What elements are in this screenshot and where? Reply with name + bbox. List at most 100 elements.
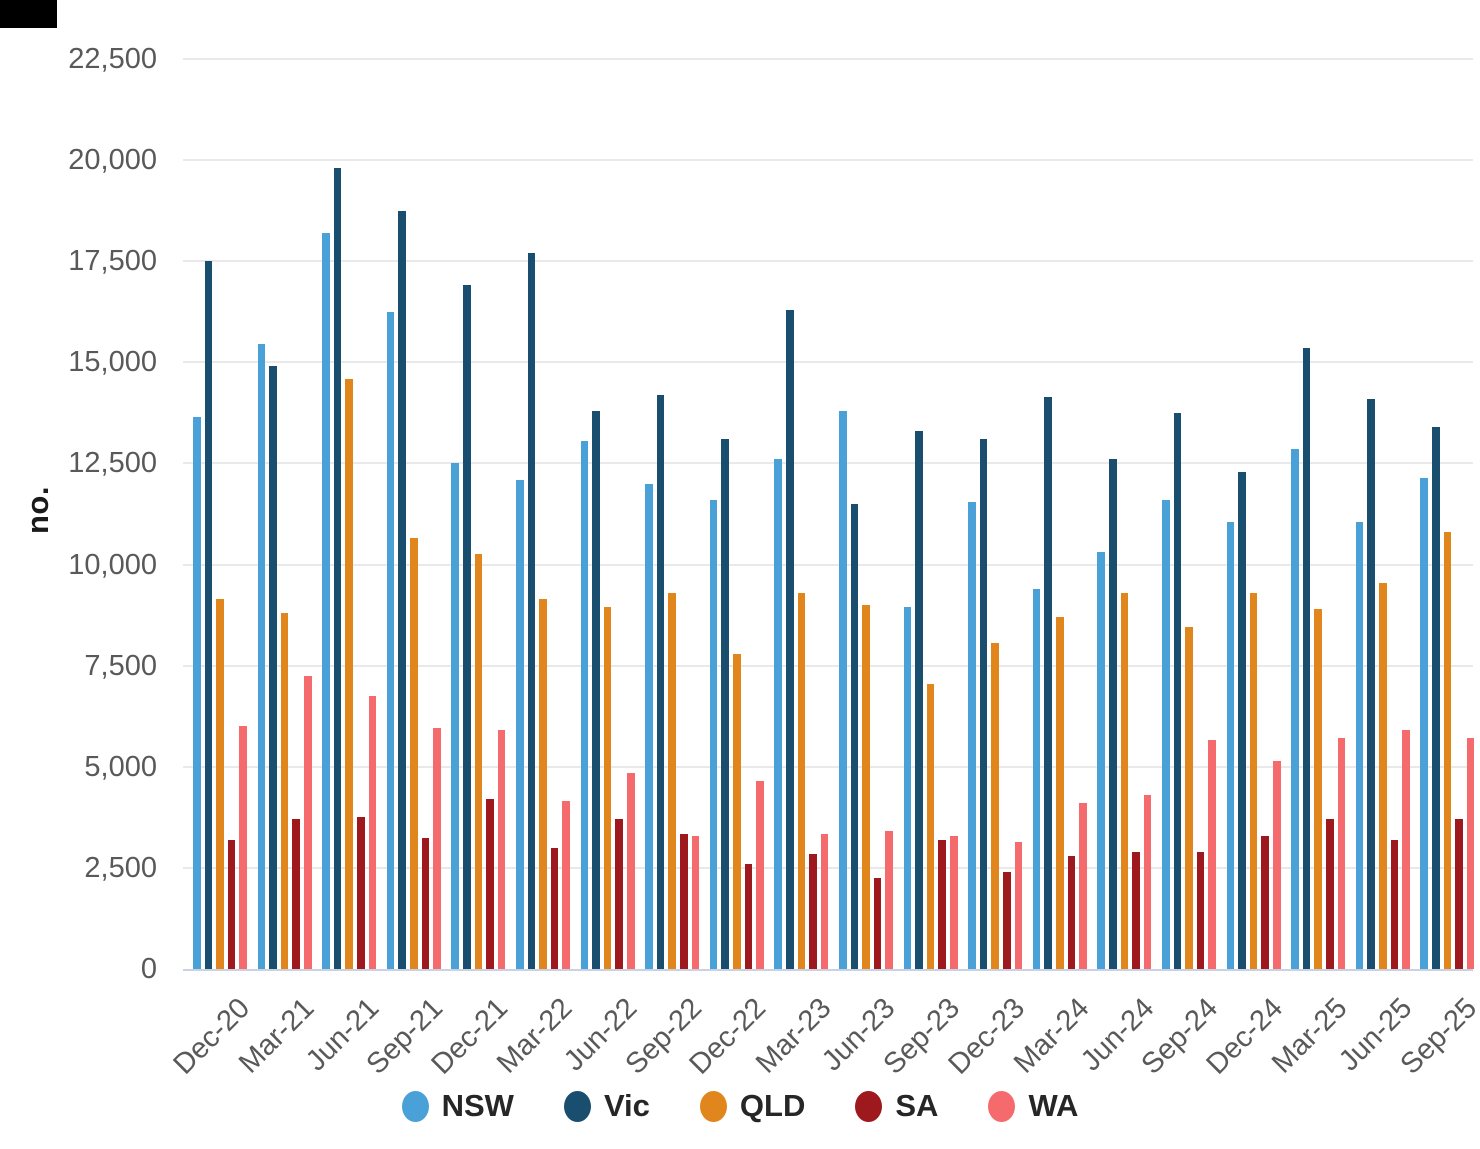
bar-vic-sep-21[interactable] bbox=[398, 210, 406, 969]
bar-sa-jun-24[interactable] bbox=[1132, 851, 1140, 969]
bar-vic-jun-24[interactable] bbox=[1109, 459, 1117, 969]
bar-sa-mar-24[interactable] bbox=[1067, 855, 1076, 969]
bar-nsw-dec-23[interactable] bbox=[968, 501, 976, 969]
bar-wa-dec-20[interactable] bbox=[239, 726, 247, 969]
bar-sa-dec-21[interactable] bbox=[486, 799, 494, 969]
bar-qld-sep-22[interactable] bbox=[668, 592, 676, 969]
bar-sa-mar-21[interactable] bbox=[292, 819, 300, 969]
bar-sa-dec-20[interactable] bbox=[227, 839, 236, 969]
bar-vic-sep-25[interactable] bbox=[1432, 427, 1440, 969]
bar-wa-mar-25[interactable] bbox=[1337, 738, 1346, 969]
bar-sa-sep-21[interactable] bbox=[421, 837, 430, 969]
bar-wa-dec-24[interactable] bbox=[1273, 760, 1281, 969]
bar-nsw-jun-25[interactable] bbox=[1355, 522, 1364, 969]
bar-vic-mar-22[interactable] bbox=[527, 253, 536, 969]
bar-vic-jun-23[interactable] bbox=[850, 503, 859, 969]
bar-vic-sep-23[interactable] bbox=[915, 431, 923, 969]
legend-item-nsw[interactable]: NSW bbox=[401, 1088, 514, 1124]
bar-vic-sep-24[interactable] bbox=[1173, 412, 1182, 969]
bar-qld-dec-22[interactable] bbox=[733, 653, 741, 969]
bar-qld-mar-25[interactable] bbox=[1314, 609, 1322, 969]
bar-sa-sep-22[interactable] bbox=[680, 833, 688, 969]
bar-nsw-mar-22[interactable] bbox=[516, 479, 524, 969]
legend-item-vic[interactable]: Vic bbox=[563, 1088, 650, 1124]
bar-qld-mar-24[interactable] bbox=[1056, 617, 1064, 969]
bar-nsw-sep-21[interactable] bbox=[386, 311, 395, 969]
bar-wa-jun-21[interactable] bbox=[368, 696, 377, 969]
bar-sa-jun-23[interactable] bbox=[873, 878, 882, 969]
bar-wa-jun-25[interactable] bbox=[1402, 730, 1410, 969]
bar-vic-mar-24[interactable] bbox=[1044, 396, 1052, 969]
bar-nsw-sep-23[interactable] bbox=[903, 607, 912, 969]
bar-wa-jun-23[interactable] bbox=[885, 831, 893, 969]
bar-wa-mar-23[interactable] bbox=[820, 833, 829, 969]
bar-sa-jun-21[interactable] bbox=[357, 817, 365, 969]
bar-nsw-sep-24[interactable] bbox=[1162, 499, 1170, 969]
bar-vic-mar-25[interactable] bbox=[1302, 348, 1311, 969]
bar-qld-dec-20[interactable] bbox=[216, 598, 224, 969]
bar-qld-jun-25[interactable] bbox=[1379, 582, 1387, 969]
bar-wa-sep-24[interactable] bbox=[1208, 740, 1216, 969]
bar-wa-mar-21[interactable] bbox=[304, 675, 312, 969]
bar-vic-dec-21[interactable] bbox=[463, 285, 471, 969]
bar-wa-dec-23[interactable] bbox=[1014, 841, 1023, 969]
bar-qld-jun-23[interactable] bbox=[862, 605, 870, 969]
bar-wa-sep-22[interactable] bbox=[691, 835, 700, 969]
legend-item-qld[interactable]: QLD bbox=[699, 1088, 805, 1124]
bar-nsw-jun-22[interactable] bbox=[580, 441, 589, 969]
bar-nsw-sep-22[interactable] bbox=[645, 483, 653, 969]
bar-vic-mar-23[interactable] bbox=[786, 309, 794, 969]
bar-wa-jun-22[interactable] bbox=[627, 772, 635, 969]
bar-nsw-mar-21[interactable] bbox=[257, 344, 266, 969]
bar-wa-mar-24[interactable] bbox=[1079, 803, 1087, 969]
bar-nsw-dec-22[interactable] bbox=[709, 499, 718, 969]
bar-nsw-jun-23[interactable] bbox=[839, 410, 847, 969]
bar-nsw-dec-21[interactable] bbox=[451, 463, 459, 969]
bar-qld-dec-21[interactable] bbox=[474, 554, 483, 969]
bar-sa-dec-22[interactable] bbox=[744, 863, 753, 969]
bar-vic-jun-25[interactable] bbox=[1367, 398, 1375, 969]
bar-vic-jun-21[interactable] bbox=[333, 168, 342, 969]
bar-sa-sep-25[interactable] bbox=[1455, 819, 1463, 969]
bar-qld-dec-24[interactable] bbox=[1249, 592, 1258, 969]
bar-wa-jun-24[interactable] bbox=[1143, 795, 1152, 969]
bar-vic-dec-23[interactable] bbox=[979, 439, 988, 969]
bar-nsw-jun-21[interactable] bbox=[322, 232, 330, 969]
bar-sa-dec-23[interactable] bbox=[1003, 871, 1011, 969]
bar-nsw-jun-24[interactable] bbox=[1097, 552, 1105, 969]
bar-wa-sep-25[interactable] bbox=[1466, 738, 1475, 969]
bar-sa-mar-23[interactable] bbox=[809, 853, 817, 969]
bar-qld-mar-21[interactable] bbox=[280, 613, 289, 969]
bar-vic-sep-22[interactable] bbox=[656, 394, 665, 969]
bar-qld-sep-21[interactable] bbox=[410, 538, 418, 969]
bar-nsw-dec-24[interactable] bbox=[1226, 522, 1235, 969]
bar-wa-dec-21[interactable] bbox=[497, 730, 506, 969]
bar-vic-mar-21[interactable] bbox=[269, 366, 277, 969]
bar-nsw-sep-25[interactable] bbox=[1420, 477, 1428, 969]
bar-sa-jun-22[interactable] bbox=[615, 819, 623, 969]
bar-wa-sep-21[interactable] bbox=[433, 728, 441, 969]
bar-sa-mar-22[interactable] bbox=[550, 847, 559, 969]
bar-wa-mar-22[interactable] bbox=[562, 801, 570, 969]
bar-qld-jun-24[interactable] bbox=[1120, 592, 1129, 969]
bar-vic-dec-22[interactable] bbox=[721, 439, 729, 969]
bar-qld-sep-25[interactable] bbox=[1443, 532, 1452, 969]
bar-sa-sep-24[interactable] bbox=[1196, 851, 1205, 969]
bar-qld-dec-23[interactable] bbox=[991, 643, 999, 969]
bar-qld-jun-21[interactable] bbox=[345, 378, 353, 969]
bar-nsw-mar-25[interactable] bbox=[1291, 449, 1299, 969]
bar-nsw-mar-23[interactable] bbox=[774, 459, 782, 969]
legend-item-wa[interactable]: WA bbox=[988, 1088, 1078, 1124]
bar-qld-mar-23[interactable] bbox=[797, 592, 806, 969]
bar-qld-sep-23[interactable] bbox=[926, 683, 935, 969]
bar-vic-jun-22[interactable] bbox=[592, 410, 600, 969]
legend-item-sa[interactable]: SA bbox=[855, 1088, 938, 1124]
bar-vic-dec-20[interactable] bbox=[204, 261, 213, 969]
bar-nsw-dec-20[interactable] bbox=[193, 416, 201, 969]
bar-wa-sep-23[interactable] bbox=[950, 835, 958, 969]
bar-qld-sep-24[interactable] bbox=[1185, 627, 1193, 969]
bar-sa-dec-24[interactable] bbox=[1261, 835, 1269, 969]
bar-sa-jun-25[interactable] bbox=[1390, 839, 1399, 969]
bar-sa-mar-25[interactable] bbox=[1326, 819, 1334, 969]
bar-qld-jun-22[interactable] bbox=[603, 607, 612, 969]
